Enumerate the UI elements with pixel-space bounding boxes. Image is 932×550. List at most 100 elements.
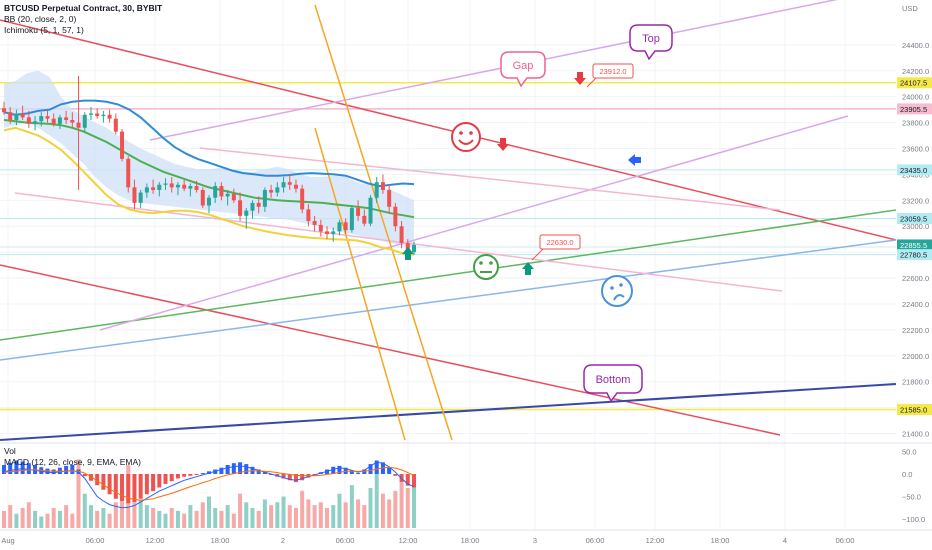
red-downtrend-line[interactable] (0, 264, 781, 436)
candle (225, 193, 230, 197)
macd-histogram-bar (387, 467, 392, 474)
blue-uptrend-line[interactable] (0, 239, 897, 361)
macd-histogram-bar (287, 474, 292, 481)
price-tick-label: 22200.0 (902, 326, 929, 335)
macd-histogram-bar (101, 474, 106, 490)
volume-bar (207, 496, 211, 528)
candle (138, 192, 143, 203)
candle (95, 113, 100, 117)
price-tag-low[interactable]: 22630.0 (539, 234, 581, 250)
time-tick-label: Aug (1, 536, 14, 545)
candle (387, 189, 392, 207)
volume-bar (374, 470, 379, 528)
macd-histogram-bar (182, 474, 187, 477)
callout-bottom-bubble (583, 364, 643, 403)
candle (374, 182, 379, 198)
macd-histogram-bar (144, 474, 149, 495)
candle (231, 193, 236, 201)
volume-bar (238, 493, 243, 528)
volume-bar (275, 502, 280, 528)
green-uptrend-line[interactable] (0, 209, 897, 341)
candle (412, 244, 416, 253)
macd-histogram-bar (374, 460, 379, 474)
sad-face-icon[interactable] (601, 275, 633, 307)
volume-bar (281, 496, 286, 528)
time-tick-label: 06:00 (86, 536, 105, 545)
price-label-text: 21585.0 (900, 406, 927, 415)
candle (57, 117, 62, 124)
arrow-up-icon (402, 247, 414, 260)
volume-bar (95, 510, 100, 528)
macd-histogram-bar (256, 469, 261, 474)
candle (144, 187, 149, 193)
volume-bar (8, 505, 13, 528)
navy-uptrend-line[interactable] (0, 383, 897, 441)
orange-steep-line[interactable] (314, 127, 406, 441)
price-axis: 24400.024200.024000.023800.023600.023400… (897, 4, 932, 439)
candle (70, 119, 75, 123)
candle (51, 118, 56, 124)
price-axis-unit: USD (902, 4, 918, 13)
candle (262, 189, 267, 207)
red-downtrend-line[interactable] (0, 19, 897, 241)
macd-histogram-bar (331, 466, 336, 474)
eye (459, 131, 463, 135)
candle (200, 189, 205, 206)
volume-bar (200, 502, 205, 528)
macd-histogram-bar (337, 465, 342, 474)
eye (469, 131, 473, 135)
macd-histogram-bar (356, 473, 361, 475)
candle (244, 210, 249, 216)
volume-bar (250, 508, 255, 528)
callout-bottom[interactable]: Bottom (583, 364, 643, 403)
macd-histogram-bar (405, 474, 410, 486)
macd-histogram-bar (188, 474, 193, 476)
price-label-text: 24107.5 (900, 79, 927, 88)
neutral-face-icon[interactable] (473, 254, 499, 280)
volume-bar (300, 490, 305, 528)
pink-channel-line[interactable] (14, 192, 783, 292)
violet-channel-line[interactable] (99, 115, 849, 331)
eye (619, 283, 623, 287)
macd-histogram-bar (2, 465, 6, 474)
candle (219, 186, 224, 197)
volume-bar (88, 505, 93, 528)
candle (107, 114, 112, 119)
price-tick-label: 21800.0 (902, 378, 929, 387)
orange-steep-line[interactable] (314, 4, 453, 441)
callout-top[interactable]: Top (629, 24, 673, 61)
callout-gap[interactable]: Gap (500, 51, 546, 88)
volume-bar (312, 505, 317, 528)
candle (300, 188, 305, 210)
pink-channel-line[interactable] (199, 147, 781, 211)
volume-bar (306, 499, 311, 528)
candle (306, 209, 311, 222)
volume-bar (269, 505, 274, 528)
volume-bar (412, 476, 416, 528)
drawn-annotations[interactable]: Top Gap Bottom 23912.0 22630.0 (402, 24, 673, 403)
volume-bar (262, 499, 267, 528)
candle (380, 182, 385, 190)
macd-histogram-bar (126, 474, 131, 504)
candle (343, 222, 348, 231)
volume-bar (256, 510, 261, 528)
macd-histogram-bar (163, 474, 168, 484)
candle (312, 221, 317, 225)
macd-tick-label: 0.0 (902, 470, 912, 479)
volume-bar (2, 510, 6, 528)
price-label-box (897, 249, 932, 261)
candle (157, 184, 162, 190)
volume-bar (244, 502, 249, 528)
time-tick-label: 4 (783, 536, 787, 545)
price-tag-high[interactable]: 23912.0 (592, 63, 634, 79)
price-tick-label: 24000.0 (902, 93, 929, 102)
candle (281, 182, 286, 188)
candle (238, 200, 243, 216)
volume-bar (39, 516, 44, 528)
price-tag-low-text: 22630.0 (546, 238, 573, 247)
macd-histogram-bar (113, 474, 118, 499)
time-tick-label: 3 (533, 536, 537, 545)
candle (175, 184, 180, 188)
happy-face-icon[interactable] (451, 122, 481, 152)
